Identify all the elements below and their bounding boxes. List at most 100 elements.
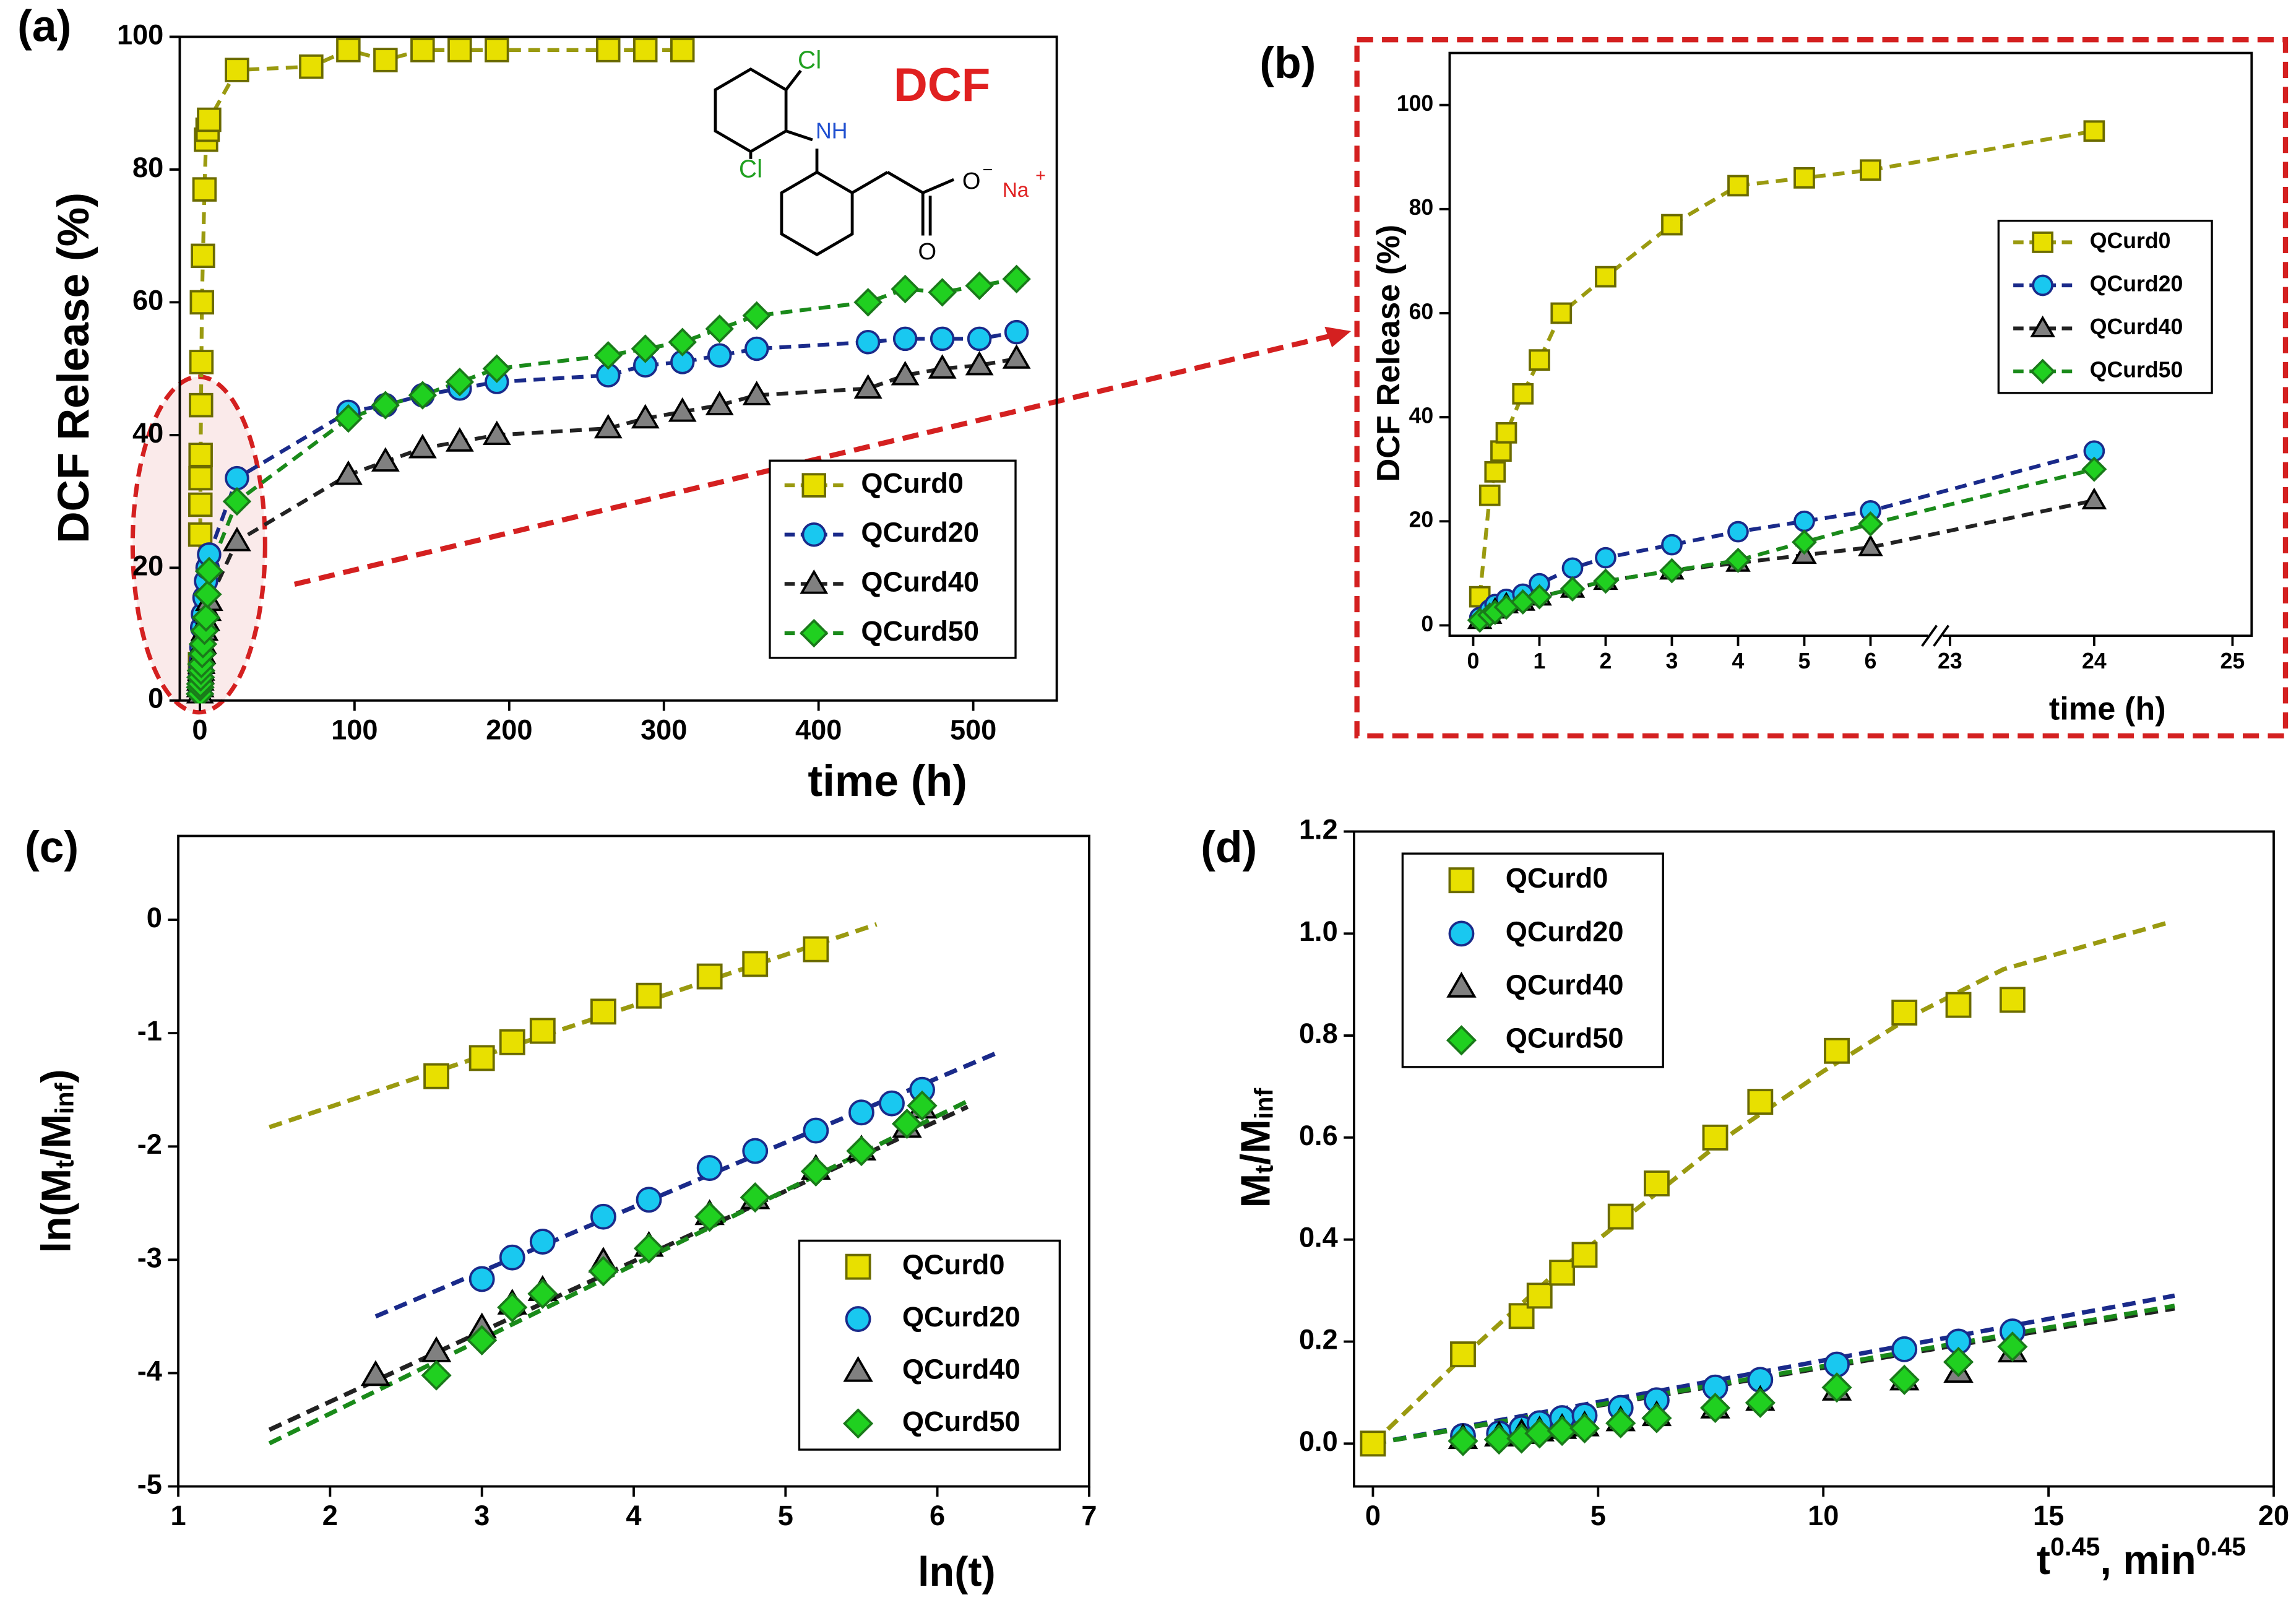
legend-marker <box>845 1253 871 1280</box>
label-part: /M <box>1233 1119 1279 1165</box>
marker <box>1891 1000 1918 1026</box>
marker <box>360 1360 391 1386</box>
marker <box>2083 120 2105 142</box>
fit-line <box>1372 1304 2175 1446</box>
x-tick-label: 0 <box>192 714 207 745</box>
legend-marker <box>1448 867 1475 894</box>
structure-label: O <box>962 168 981 194</box>
marker <box>421 1360 452 1391</box>
legend-marker <box>800 618 829 648</box>
legend-box <box>1401 852 1664 1068</box>
marker <box>855 329 881 355</box>
label-part: inf <box>1250 1088 1279 1120</box>
marker <box>1571 1242 1598 1268</box>
marker <box>1527 584 1552 610</box>
marker <box>1891 1336 1918 1362</box>
x-tick-label: 23 <box>1938 649 1962 673</box>
marker <box>497 1292 528 1323</box>
marker <box>631 334 660 363</box>
legend-marker <box>801 522 826 547</box>
x-tick-label: 6 <box>930 1500 945 1531</box>
marker <box>891 360 920 386</box>
marker <box>2081 456 2107 482</box>
marker <box>188 522 213 547</box>
marker <box>223 527 251 551</box>
marker <box>668 397 697 422</box>
x-tick-label: 1 <box>171 1500 186 1531</box>
y-tick-label: -4 <box>137 1355 162 1386</box>
marker <box>707 343 732 368</box>
label-part: ln(M <box>33 1169 79 1253</box>
marker <box>1858 511 1883 537</box>
x-tick-label: 5 <box>1590 1500 1606 1531</box>
legend-marker <box>2030 315 2055 337</box>
marker <box>468 1045 495 1071</box>
panel-label: (c) <box>25 823 79 872</box>
legend-box <box>798 1239 1061 1451</box>
marker <box>891 274 920 304</box>
marker <box>965 350 994 376</box>
marker <box>222 486 252 516</box>
marker <box>631 404 660 429</box>
y-tick-label: 0.2 <box>1299 1323 1338 1355</box>
label-part: t <box>1250 1165 1279 1174</box>
marker <box>928 354 957 379</box>
structure-label: O <box>918 239 937 265</box>
x-tick-label: 1 <box>1534 649 1546 673</box>
marker <box>527 1278 558 1309</box>
x-tick-label: 3 <box>474 1500 490 1531</box>
structure-label: Na <box>1003 179 1029 202</box>
panel-label: (a) <box>17 1 71 51</box>
marker <box>803 936 829 962</box>
x-tick-label: 3 <box>1666 649 1678 673</box>
axis-break <box>1921 625 1938 647</box>
marker <box>197 107 222 132</box>
marker <box>1793 510 1815 532</box>
marker <box>742 381 771 405</box>
marker <box>410 38 435 63</box>
marker <box>1860 159 1881 181</box>
marker <box>930 326 955 352</box>
marker <box>1821 1372 1852 1403</box>
marker <box>1702 1124 1728 1151</box>
x-tick-label: 6 <box>1865 649 1877 673</box>
marker <box>1484 461 1506 483</box>
structure-label: + <box>1035 166 1046 186</box>
label-part: t <box>2037 1537 2050 1583</box>
marker <box>670 38 695 63</box>
marker <box>1526 1282 1553 1309</box>
marker <box>668 327 697 357</box>
marker <box>853 374 883 399</box>
axis-break <box>1933 625 1950 647</box>
marker <box>590 998 616 1025</box>
legend-label: QCurd20 <box>861 517 979 548</box>
x-tick-label: 0 <box>1365 1500 1381 1531</box>
marker <box>1889 1364 1920 1395</box>
marker <box>696 963 723 990</box>
x-tick-label: 500 <box>950 714 996 745</box>
marker <box>596 38 621 63</box>
legend-label: QCurd20 <box>902 1301 1021 1333</box>
marker <box>1004 319 1029 345</box>
x-tick-label: 300 <box>641 714 687 745</box>
y-axis-label: DCF Release (%) <box>1371 225 1407 482</box>
legend-marker <box>843 1356 873 1382</box>
panel: 0 100 200 300 400 500 0 20 40 60 80 100 (a) time (h) D… <box>17 1 1058 806</box>
marker <box>1593 568 1618 594</box>
marker <box>188 492 213 517</box>
y-tick-label: 0.4 <box>1299 1222 1338 1253</box>
marker <box>1448 1425 1478 1456</box>
legend-label: QCurd20 <box>2090 271 2183 296</box>
y-tick-label: 20 <box>132 550 163 581</box>
annotation: DCF <box>894 59 990 111</box>
y-tick-label: -2 <box>137 1128 162 1160</box>
y-tick-label: 0 <box>1421 612 1433 636</box>
fit-line <box>269 922 878 1130</box>
marker <box>1560 576 1586 602</box>
marker <box>1607 1203 1634 1230</box>
marker <box>1605 1408 1636 1438</box>
legend-label: QCurd0 <box>861 467 964 499</box>
y-tick-label: -5 <box>137 1468 162 1500</box>
marker <box>1490 440 1512 462</box>
